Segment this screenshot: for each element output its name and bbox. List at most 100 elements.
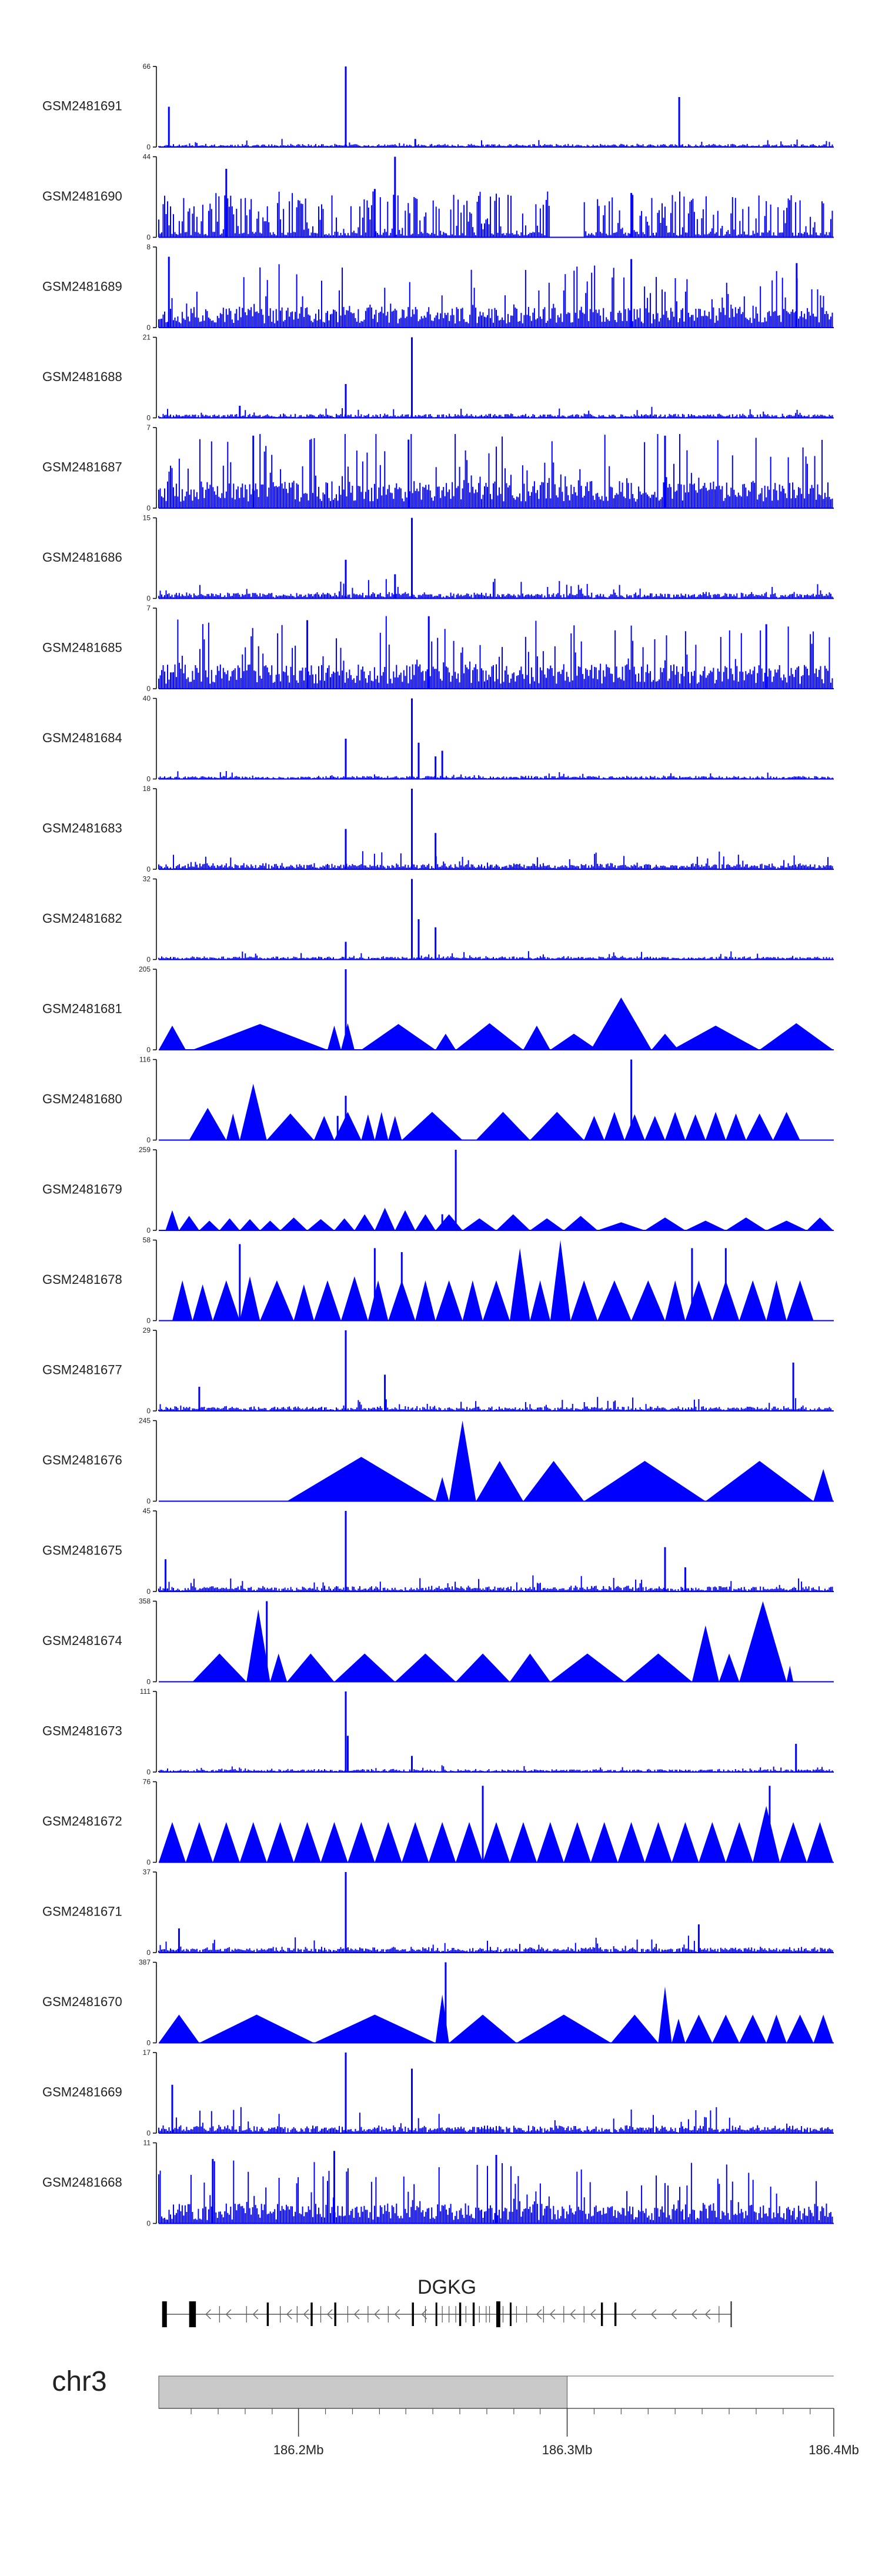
coverage-triangle	[260, 1220, 280, 1230]
strand-arrow-icon	[303, 2309, 309, 2320]
coverage-triangle	[671, 1025, 760, 1050]
coverage-triangle	[644, 1217, 686, 1230]
coverage-triangle	[435, 1280, 463, 1321]
coverage-triangle	[590, 1822, 618, 1863]
track-GSM2481678: GSM2481678 58 0	[42, 1236, 834, 1325]
gene-exon	[435, 2303, 437, 2326]
y-axis-max-label: 358	[139, 1597, 151, 1606]
y-axis-max-label: 116	[139, 1056, 151, 1064]
track-label: GSM2481685	[42, 640, 122, 655]
coverage-triangle	[570, 1280, 598, 1321]
genome-tick-label: 186.2Mb	[273, 2442, 324, 2457]
coverage-triangle	[307, 1219, 335, 1230]
gene-exon	[266, 2303, 269, 2326]
coverage-triangle	[462, 1280, 483, 1321]
coverage-triangle	[644, 1116, 665, 1140]
track-label: GSM2481677	[42, 1362, 122, 1377]
y-axis-zero-label: 0	[146, 2039, 151, 2047]
coverage-triangle	[212, 1280, 240, 1321]
coverage-triangle	[604, 1112, 625, 1140]
genome-tick-label: 186.3Mb	[542, 2442, 593, 2457]
y-axis-max-label: 37	[143, 1868, 151, 1876]
coverage-triangle	[563, 1822, 591, 1863]
strand-arrow-icon	[205, 2309, 211, 2320]
y-axis-zero-label: 0	[146, 1317, 151, 1325]
coverage-triangle	[212, 1822, 240, 1863]
coverage-triangle	[631, 1280, 665, 1321]
coverage-triangle	[354, 1214, 375, 1230]
y-axis-zero-label: 0	[146, 233, 151, 242]
coverage-triangle	[270, 1653, 288, 1682]
coverage-triangle	[185, 1822, 213, 1863]
coverage-triangle	[449, 2014, 517, 2043]
y-axis-max-label: 7	[146, 604, 151, 612]
coverage-triangle	[456, 1822, 483, 1863]
coverage-triangle	[219, 1218, 240, 1230]
coverage-triangle	[671, 2018, 686, 2043]
gene-exon	[509, 2303, 512, 2326]
y-axis-max-label: 259	[139, 1146, 151, 1154]
genome-tick-label: 186.4Mb	[808, 2442, 859, 2457]
coverage-triangle	[334, 1218, 355, 1230]
coverage-triangle	[726, 1113, 746, 1140]
coverage-triangle	[375, 1112, 389, 1140]
coverage-triangle	[260, 1280, 294, 1321]
track-label: GSM2481668	[42, 2175, 122, 2190]
coverage-triangle	[239, 1822, 267, 1863]
coverage-triangle	[314, 2014, 436, 2043]
coverage-triangle	[456, 1653, 510, 1682]
y-axis-max-label: 17	[143, 2048, 151, 2057]
coverage-triangle	[726, 1822, 753, 1863]
y-axis-max-label: 387	[139, 1958, 151, 1967]
coverage-triangle	[246, 1609, 270, 1682]
track-GSM2481682: GSM2481682 32 0	[42, 875, 834, 964]
coverage-triangle	[395, 1210, 416, 1230]
track-label: GSM2481680	[42, 1092, 122, 1106]
chromosome-highlight-region	[158, 2375, 568, 2409]
coverage-triangle	[611, 2014, 659, 2043]
coverage-triangle	[287, 1457, 436, 1501]
y-axis-max-label: 11	[143, 2139, 151, 2147]
track-label: GSM2481683	[42, 820, 122, 835]
coverage-signal	[158, 434, 833, 508]
coverage-triangle	[699, 1822, 726, 1863]
y-axis-zero-label: 0	[146, 1858, 151, 1867]
track-GSM2481676: GSM2481676 245 0	[42, 1417, 834, 1506]
coverage-triangle	[624, 1653, 692, 1682]
coverage-triangle	[402, 1822, 429, 1863]
track-GSM2481674: GSM2481674 358 0	[42, 1597, 834, 1686]
track-label: GSM2481675	[42, 1543, 122, 1557]
coverage-triangle	[739, 1280, 767, 1321]
coverage-triangle	[476, 1112, 530, 1140]
coverage-triangle	[462, 1218, 496, 1230]
coverage-triangle	[266, 1113, 315, 1140]
coverage-triangle	[361, 1114, 375, 1140]
track-label: GSM2481672	[42, 1814, 122, 1828]
coverage-triangle	[685, 1220, 726, 1230]
coverage-triangle	[159, 2014, 199, 2043]
coverage-triangle	[766, 2014, 787, 2043]
coverage-triangle	[192, 1024, 328, 1050]
gene-exon	[600, 2303, 603, 2326]
coverage-triangle	[172, 1280, 193, 1321]
strand-arrow-icon	[225, 2309, 232, 2320]
coverage-triangle	[685, 1114, 706, 1140]
coverage-triangle	[671, 1822, 699, 1863]
coverage-triangle	[584, 1461, 706, 1501]
coverage-triangle	[509, 1822, 537, 1863]
track-GSM2481680: GSM2481680 116 0	[42, 1056, 834, 1144]
gene-exon	[496, 2301, 500, 2327]
coverage-triangle	[766, 1220, 807, 1230]
coverage-triangle	[395, 1653, 456, 1682]
gene-model-track: DGKG	[162, 2276, 732, 2327]
coverage-triangle	[550, 1240, 571, 1321]
track-label: GSM2481674	[42, 1633, 122, 1648]
coverage-triangle	[280, 1217, 308, 1230]
coverage-triangle	[652, 1033, 679, 1050]
y-axis-zero-label: 0	[146, 143, 151, 151]
coverage-triangle	[509, 1653, 550, 1682]
y-axis-zero-label: 0	[146, 2220, 151, 2228]
y-axis-zero-label: 0	[146, 1768, 151, 1776]
y-axis-max-label: 29	[143, 1326, 151, 1334]
